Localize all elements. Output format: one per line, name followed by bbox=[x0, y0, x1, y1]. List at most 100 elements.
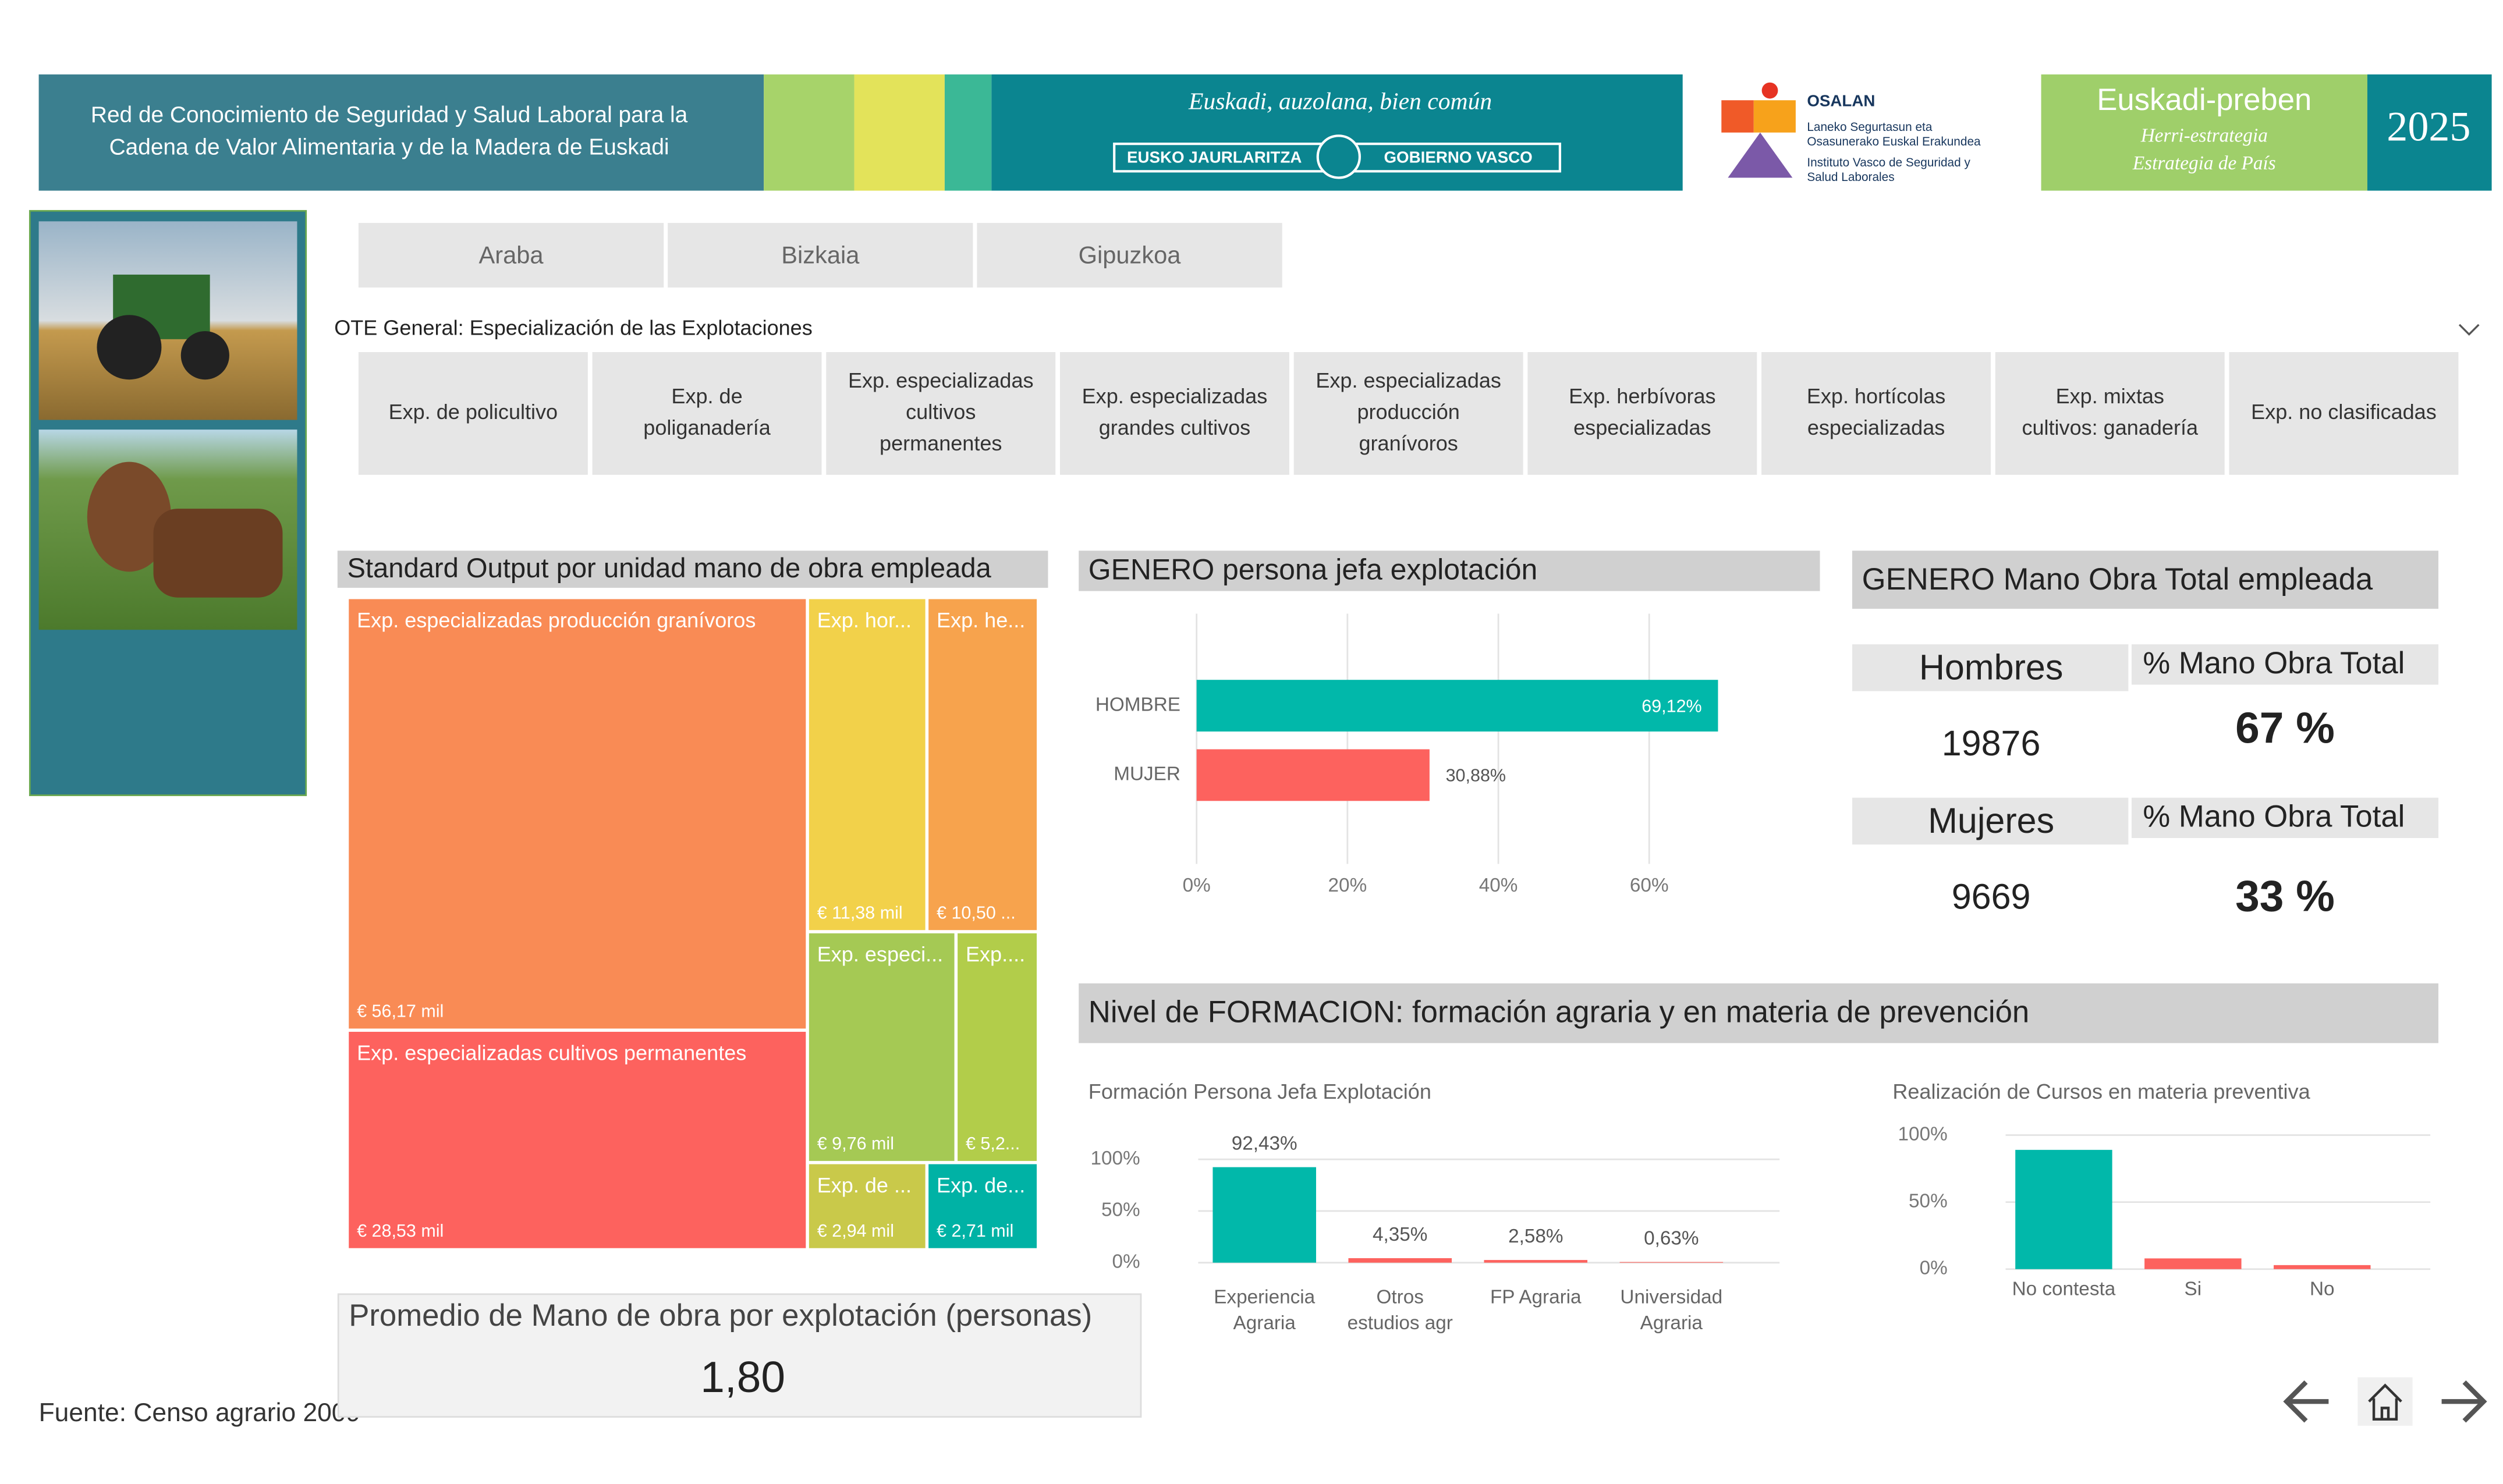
section-title-bar bbox=[337, 551, 1048, 588]
tile-value-label: € 5,2... bbox=[966, 1134, 1020, 1153]
tab-label[interactable]: Gipuzkoa bbox=[1079, 241, 1182, 268]
logo-shape bbox=[1728, 132, 1793, 178]
x-tick-label: 60% bbox=[1630, 875, 1669, 896]
filter-button-label[interactable]: especializadas bbox=[1807, 416, 1945, 439]
bar bbox=[1196, 680, 1718, 732]
value-label: 4,35% bbox=[1373, 1224, 1427, 1245]
osalan-line: Instituto Vasco de Seguridad y bbox=[1807, 156, 1970, 169]
category-label: MUJER bbox=[1114, 764, 1180, 785]
bar bbox=[2144, 1258, 2242, 1269]
tab[interactable] bbox=[358, 223, 664, 288]
tile-value-label: € 2,71 mil bbox=[937, 1221, 1013, 1241]
filter-button-label[interactable]: poliganadería bbox=[643, 416, 771, 439]
tab[interactable] bbox=[668, 223, 973, 288]
filter-button-label[interactable]: permanentes bbox=[880, 431, 1002, 455]
y-tick-label: 100% bbox=[1898, 1123, 1948, 1145]
filter-button-label[interactable]: especializadas bbox=[1573, 416, 1711, 439]
treemap-title: Standard Output por unidad mano de obra … bbox=[347, 552, 991, 583]
nav-forward[interactable] bbox=[2441, 1380, 2487, 1423]
kpi-title: Promedio de Mano de obra por explotación… bbox=[349, 1298, 1092, 1333]
tab-label[interactable]: Bizkaia bbox=[781, 241, 860, 268]
x-tick-label: Otros estudios agr bbox=[1348, 1287, 1453, 1334]
tab-label[interactable]: Araba bbox=[479, 241, 544, 268]
bar bbox=[1484, 1260, 1588, 1263]
tile-label: Exp. he... bbox=[937, 608, 1025, 632]
gov-emblem bbox=[1316, 134, 1361, 179]
share-label: % Mano Obra Total bbox=[2143, 646, 2405, 680]
preben-line: Herri-estrategia bbox=[2140, 125, 2268, 147]
share: 33 % bbox=[2235, 871, 2335, 920]
filter-button-label[interactable]: Exp. especializadas bbox=[1082, 384, 1268, 408]
label-box bbox=[1852, 644, 2129, 691]
x-tick-label: 40% bbox=[1479, 875, 1518, 896]
filter-button-label[interactable]: Exp. de policultivo bbox=[389, 400, 558, 424]
dropdown-chevron[interactable] bbox=[2458, 324, 2480, 336]
chart-title: Realización de Cursos en materia prevent… bbox=[1892, 1080, 2310, 1103]
treemap-tile bbox=[809, 599, 926, 931]
tractor bbox=[97, 315, 162, 380]
year: 2025 bbox=[2387, 104, 2470, 150]
filter-button[interactable] bbox=[1293, 352, 1523, 475]
value-label: 0,63% bbox=[1644, 1228, 1699, 1249]
x-tick-label: Universidad Agraria bbox=[1620, 1287, 1722, 1334]
nav-home[interactable] bbox=[2357, 1377, 2413, 1426]
logo-shape bbox=[1753, 100, 1796, 133]
x-tick-label: No contesta bbox=[2012, 1279, 2116, 1300]
filter-button-label[interactable]: producción bbox=[1357, 400, 1459, 424]
filter-button[interactable] bbox=[826, 352, 1056, 475]
section-title-bar bbox=[1852, 551, 2439, 609]
filter-button-label[interactable]: Exp. hortícolas bbox=[1807, 384, 1945, 408]
section-title: GENERO Mano Obra Total empleada bbox=[1862, 562, 2373, 597]
tile-label: Exp. hor... bbox=[817, 608, 912, 632]
filter-button-label[interactable]: Exp. especializadas bbox=[848, 368, 1034, 392]
gov-left: EUSKO JAURLARITZA bbox=[1127, 148, 1302, 166]
y-tick-label: 0% bbox=[1112, 1251, 1140, 1272]
tile-value-label: € 56,17 mil bbox=[357, 1002, 444, 1021]
share: 67 % bbox=[2235, 704, 2335, 752]
gender-label: Hombres bbox=[1919, 648, 2064, 687]
nav-back[interactable] bbox=[2283, 1380, 2329, 1423]
tile-value-label: € 2,94 mil bbox=[817, 1221, 894, 1241]
filter-button[interactable] bbox=[1059, 352, 1289, 475]
filter-button-label[interactable]: Exp. de bbox=[671, 384, 742, 408]
filter-button[interactable] bbox=[1995, 352, 2225, 475]
filter-button[interactable] bbox=[2229, 352, 2459, 475]
filter-button-label[interactable]: Exp. herbívoras bbox=[1569, 384, 1715, 408]
gov-right: GOBIERNO VASCO bbox=[1384, 148, 1532, 166]
filter-button[interactable] bbox=[592, 352, 822, 475]
filter-button-label[interactable]: Exp. especializadas bbox=[1316, 368, 1501, 392]
header-title: Cadena de Valor Alimentaria y de la Made… bbox=[109, 135, 669, 160]
filter-button[interactable] bbox=[1761, 352, 1991, 475]
filter-button[interactable] bbox=[358, 352, 588, 475]
filter-button-label[interactable]: cultivos: ganadería bbox=[2022, 416, 2199, 439]
filter-button-label[interactable]: granívoros bbox=[1359, 431, 1458, 455]
bar bbox=[2274, 1265, 2371, 1269]
section-title-bar bbox=[1079, 551, 1820, 591]
x-tick-label: Experiencia Agraria bbox=[1214, 1287, 1315, 1334]
value-label: 92,43% bbox=[1232, 1133, 1297, 1155]
count: 9669 bbox=[1952, 877, 2031, 917]
value-label: 2,58% bbox=[1508, 1226, 1563, 1247]
filter-label: OTE General: Especialización de las Expl… bbox=[334, 316, 813, 340]
osalan-name: OSALAN bbox=[1807, 91, 1875, 109]
tile-value-label: € 10,50 ... bbox=[937, 903, 1016, 923]
chart-title: GENERO persona jefa explotación bbox=[1089, 553, 1537, 586]
treemap-tile bbox=[349, 599, 806, 1029]
tractor bbox=[180, 331, 229, 380]
category-label: HOMBRE bbox=[1095, 694, 1180, 715]
value-label: 30,88% bbox=[1446, 766, 1506, 786]
gender-label: Mujeres bbox=[1928, 801, 2054, 840]
filter-button-label[interactable]: Exp. mixtas bbox=[2056, 384, 2164, 408]
tile-label: Exp. de ... bbox=[817, 1173, 912, 1197]
filter-button-label[interactable]: cultivos bbox=[906, 400, 976, 424]
filter-button-label[interactable]: grandes cultivos bbox=[1099, 416, 1250, 439]
logo-shape bbox=[1721, 100, 1754, 133]
tile-label: Exp. especi... bbox=[817, 942, 943, 966]
filter-button[interactable] bbox=[1527, 352, 1757, 475]
osalan-line: Laneko Segurtasun eta bbox=[1807, 120, 1933, 134]
tab[interactable] bbox=[977, 223, 1282, 288]
y-tick-label: 100% bbox=[1090, 1148, 1140, 1169]
filter-button-label[interactable]: Exp. no clasificadas bbox=[2251, 400, 2437, 424]
tile-value-label: € 11,38 mil bbox=[817, 903, 903, 923]
tile-label: Exp.... bbox=[966, 942, 1025, 966]
